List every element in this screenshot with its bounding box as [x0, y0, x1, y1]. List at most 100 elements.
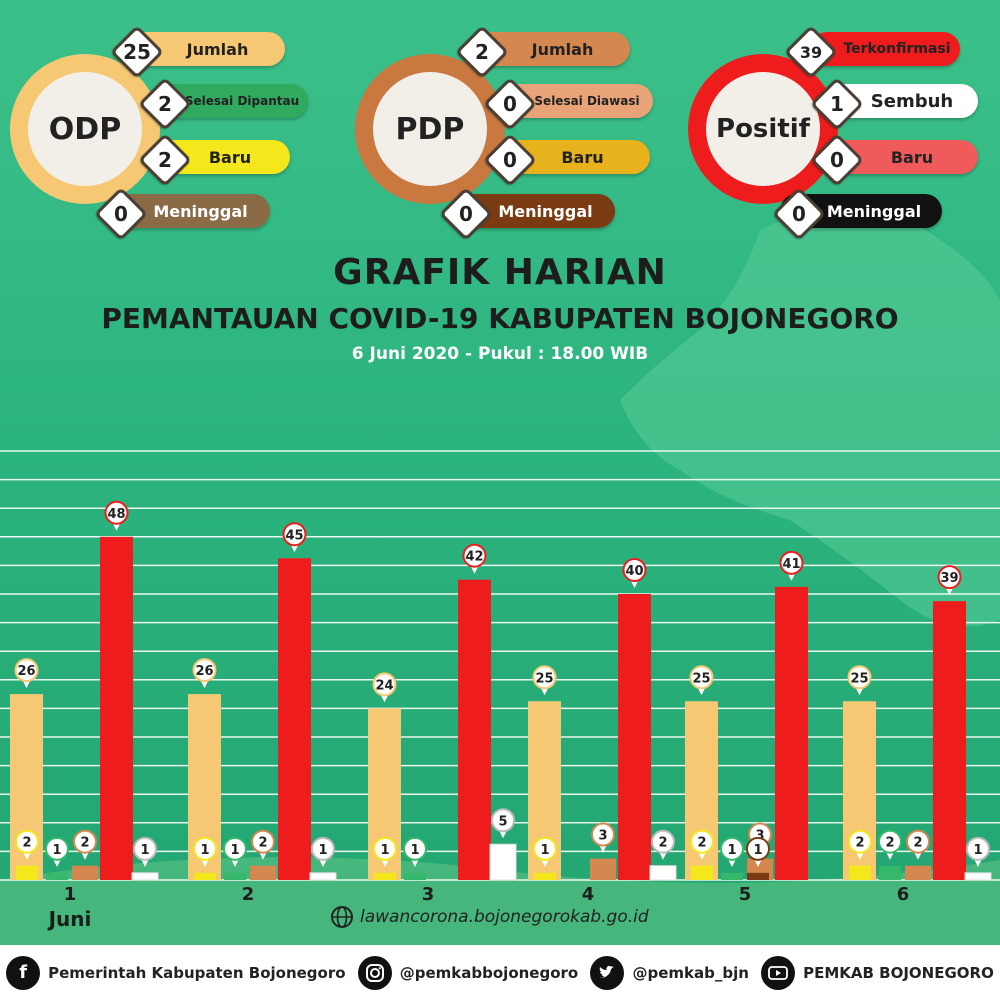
data-label: 1 [727, 843, 736, 858]
value-marker [878, 829, 902, 854]
youtube-icon [761, 955, 796, 990]
bar-odp-baru [374, 872, 396, 880]
odp-meninggal-value: 0 [114, 202, 128, 226]
instagram-link[interactable]: @pemkabbojonegoro [357, 955, 579, 990]
value-marker [373, 836, 397, 861]
twitter-link[interactable]: @pemkab_bjn [590, 955, 749, 990]
odp-baru-value: 2 [158, 148, 172, 172]
value-marker [533, 836, 557, 861]
pdp-jumlah-label: Jumlah [531, 39, 594, 59]
instagram-label: @pemkabbojonegoro [399, 963, 579, 982]
data-label: 1 [200, 843, 209, 858]
bar-positif-sembuh [964, 872, 992, 881]
pdp-center: PDP [373, 72, 487, 186]
pdp-meninggal-value: 0 [459, 202, 473, 226]
bar-positif-sembuh [649, 865, 677, 881]
odp-jumlah-label: Jumlah [186, 39, 249, 59]
positif-meninggal-label: Meninggal [826, 201, 922, 221]
bar-pdp-jumlah [72, 865, 98, 880]
bar-pdp-meninggal [747, 872, 769, 880]
data-label: 25 [535, 671, 553, 686]
bar-positif-sembuh [309, 872, 337, 881]
value-marker [847, 665, 872, 690]
instagram-icon [357, 955, 392, 990]
x-tick-label: 1 [64, 884, 77, 905]
bar-odp-selesai [879, 865, 901, 880]
facebook-label: Pemerintah Kabupaten Bojonegoro [48, 963, 346, 982]
value-marker [966, 836, 990, 861]
youtube-label: PEMKAB BOJONEGORO [803, 963, 994, 982]
data-label: 2 [885, 836, 894, 851]
value-marker [779, 550, 804, 575]
data-label: 5 [498, 814, 507, 829]
value-marker [223, 836, 247, 861]
value-marker [651, 829, 675, 854]
pdp-jumlah-value: 2 [475, 40, 489, 64]
value-marker [282, 522, 307, 547]
value-marker [104, 500, 129, 525]
data-label: 42 [465, 550, 483, 565]
value-marker [906, 829, 930, 854]
chart-date: 6 Juni 2020 - Pukul : 18.00 WIB [351, 344, 649, 364]
positif-terkonfirmasi-pill: Terkonfirmasi [810, 32, 960, 66]
twitter-label: @pemkab_bjn [632, 963, 749, 982]
data-label: 1 [140, 843, 149, 858]
bar-pdp-jumlah [905, 865, 931, 880]
bar-odp-selesai [46, 872, 68, 880]
pdp-label: PDP [395, 111, 465, 147]
x-tick-label: 4 [582, 884, 595, 905]
value-marker [532, 665, 557, 690]
value-marker [45, 836, 69, 861]
value-marker [491, 808, 515, 833]
odp-jumlah-value: 25 [123, 40, 151, 64]
pdp-meninggal-label: Meninggal [498, 201, 593, 221]
odp-selesai-label: Selesai Dipantau [184, 94, 300, 108]
data-label: 45 [285, 528, 303, 543]
value-marker [311, 836, 335, 861]
value-marker [403, 836, 427, 861]
value-marker [73, 829, 97, 854]
bar-odp-baru [691, 865, 713, 880]
bar-odp-baru [534, 872, 556, 880]
odp-meninggal-label: Meninggal [153, 201, 248, 221]
facebook-link[interactable]: f Pemerintah Kabupaten Bojonegoro [6, 955, 346, 990]
positif-label: Positif [716, 114, 810, 144]
bar-odp-selesai [721, 872, 743, 880]
data-label: 41 [782, 557, 800, 572]
positif-terkonfirmasi-label: Terkonfirmasi [843, 41, 951, 57]
data-label: 1 [753, 843, 762, 858]
twitter-icon [590, 955, 625, 990]
positif-sembuh-label: Sembuh [870, 90, 954, 112]
data-label: 2 [258, 836, 267, 851]
positif-meninggal-value: 0 [792, 202, 806, 226]
value-marker [193, 836, 217, 861]
youtube-link[interactable]: PEMKAB BOJONEGORO [761, 955, 994, 990]
odp-center: ODP [28, 72, 142, 186]
positif-baru-label: Baru [890, 147, 934, 167]
value-marker [689, 665, 714, 690]
positif-terkonfirmasi-value: 39 [799, 42, 823, 62]
pdp-baru-value: 0 [503, 148, 517, 172]
odp-selesai-value: 2 [158, 92, 172, 116]
data-label: 26 [17, 664, 35, 679]
bar-odp-selesai [404, 872, 426, 880]
data-label: 25 [850, 671, 868, 686]
value-marker [622, 558, 647, 582]
value-marker [15, 829, 39, 854]
website[interactable]: lawancorona.bojonegorokab.go.id [330, 905, 649, 929]
bar-positif-sembuh [489, 843, 517, 881]
footer: f Pemerintah Kabupaten Bojonegoro @pemka… [0, 945, 1000, 1000]
odp-baru-label: Baru [208, 147, 252, 167]
bar-positif-terkonfirmasi [933, 601, 966, 880]
data-label: 3 [755, 829, 764, 844]
month-label: Juni [47, 907, 92, 931]
value-marker [192, 658, 217, 683]
bar-positif-sembuh [131, 872, 159, 881]
data-label: 2 [913, 836, 922, 851]
bar-positif-terkonfirmasi [458, 579, 491, 880]
bar-positif-terkonfirmasi [278, 558, 311, 880]
data-label: 25 [692, 671, 710, 686]
value-marker [690, 829, 714, 854]
data-label: 1 [380, 843, 389, 858]
